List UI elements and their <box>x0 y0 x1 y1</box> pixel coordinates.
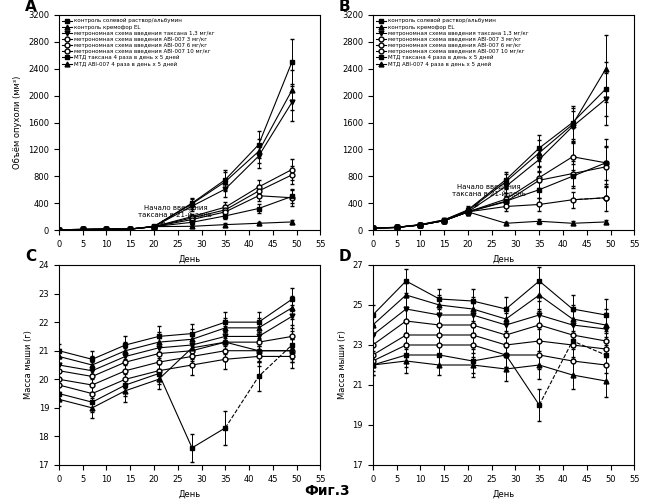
Text: D: D <box>339 249 351 264</box>
X-axis label: День: День <box>492 490 515 498</box>
Text: B: B <box>339 0 351 14</box>
Y-axis label: Объём опухоли (мм³): Объём опухоли (мм³) <box>14 76 22 169</box>
Text: A: A <box>25 0 37 14</box>
Text: Начало введения
таксана в 21-й день: Начало введения таксана в 21-й день <box>453 183 526 207</box>
Text: C: C <box>25 249 36 264</box>
X-axis label: День: День <box>179 490 201 498</box>
Y-axis label: Масса мыши (г): Масса мыши (г) <box>338 330 347 400</box>
Text: Начало введения
таксана в 21-й день: Начало введения таксана в 21-й день <box>139 204 213 224</box>
Y-axis label: Масса мыши (г): Масса мыши (г) <box>24 330 33 400</box>
X-axis label: День: День <box>179 254 201 264</box>
X-axis label: День: День <box>492 254 515 264</box>
Legend: контроль солевой раствор/альбумин, контроль кремофор EL, метрономная схема введе: контроль солевой раствор/альбумин, контр… <box>375 18 530 67</box>
Legend: контроль солевой раствор/альбумин, контроль кремофор EL, метрономная схема введе: контроль солевой раствор/альбумин, контр… <box>61 18 216 67</box>
Text: Фиг.3: Фиг.3 <box>304 484 350 498</box>
